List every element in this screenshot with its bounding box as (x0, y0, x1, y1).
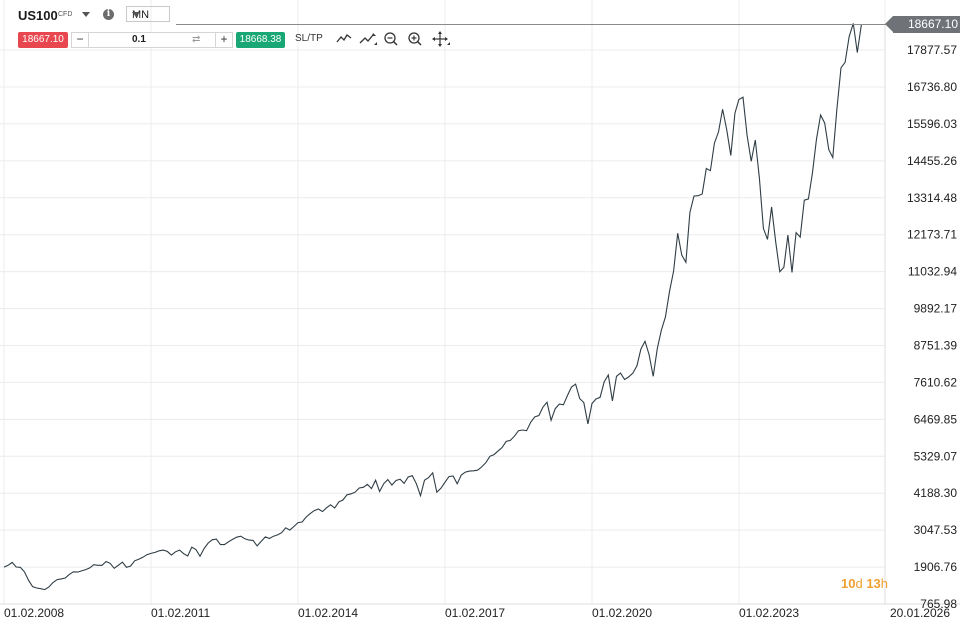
chart-grid (0, 0, 960, 605)
decrease-button[interactable]: − (72, 33, 89, 47)
price-line (3, 23, 862, 591)
y-tick-label: 17877.57 (907, 43, 957, 57)
sltp-button[interactable]: SL/TP (295, 33, 323, 44)
x-tick-label: 01.02.2020 (592, 606, 652, 620)
x-tick-label: 01.02.2008 (4, 606, 64, 620)
candle-countdown: 10d 13h (841, 576, 888, 591)
quantity-stepper[interactable]: − 0.1 ⇄ + (71, 32, 233, 48)
x-tick-label: 01.02.2017 (445, 606, 505, 620)
y-tick-label: 5329.07 (914, 449, 958, 463)
symbol-type: CFD (58, 11, 73, 18)
y-axis: 17877.57 16736.80 15596.03 14455.26 13314.48… (907, 43, 957, 611)
timeframe-select[interactable]: MN (126, 6, 170, 22)
y-tick-label: 11032.94 (908, 265, 957, 279)
y-tick-label: 8751.39 (914, 338, 958, 352)
countdown-days: 10 (841, 576, 856, 591)
line-chart-icon[interactable] (334, 30, 354, 48)
y-tick-label: 12173.71 (907, 228, 957, 242)
y-tick-label: 13314.48 (907, 191, 957, 205)
y-tick-label: 9892.17 (914, 302, 958, 316)
countdown-hours: 13 (866, 576, 881, 591)
increase-button[interactable]: + (215, 33, 232, 47)
x-tick-label: 01.02.2023 (739, 606, 799, 620)
y-tick-label: 14455.26 (907, 154, 957, 168)
symbol-name[interactable]: US100 (18, 8, 58, 23)
y-tick-label: 4188.30 (914, 486, 958, 500)
x-tick-label: 01.02.2011 (151, 606, 210, 620)
y-tick-label: 16736.80 (907, 80, 957, 94)
move-icon[interactable] (430, 30, 450, 48)
x-tick-label: 20.01.2026 (890, 606, 950, 620)
countdown-days-unit: d (855, 576, 863, 591)
chevron-down-icon (132, 12, 140, 17)
y-tick-label: 15596.03 (907, 117, 957, 131)
y-tick-label: 3047.53 (914, 523, 958, 537)
countdown-hours-unit: h (880, 576, 889, 591)
zoom-out-icon[interactable] (382, 30, 402, 48)
quantity-value[interactable]: 0.1 (132, 34, 146, 45)
x-tick-label: 01.02.2014 (298, 606, 358, 620)
chart-top-border (176, 24, 960, 25)
x-axis: 01.02.2008 01.02.2011 01.02.2014 01.02.2017… (4, 606, 950, 620)
info-icon[interactable]: i (103, 9, 114, 20)
y-tick-label: 7610.62 (914, 375, 958, 389)
y-tick-label: 765.98 (920, 597, 957, 611)
y-tick-label: 1906.76 (914, 560, 958, 574)
chart-toolbar: US100 CFD i MN (0, 0, 960, 30)
y-tick-label: 6469.85 (914, 412, 958, 426)
symbol-dropdown-icon[interactable] (82, 12, 90, 17)
current-price-label: 18667.10 (885, 16, 960, 33)
swap-icon[interactable]: ⇄ (192, 34, 201, 45)
draw-line-icon[interactable] (358, 30, 378, 48)
sell-button[interactable]: 18667.10 (18, 32, 68, 48)
zoom-in-icon[interactable] (406, 30, 426, 48)
buy-button[interactable]: 18668.38 (236, 32, 285, 48)
